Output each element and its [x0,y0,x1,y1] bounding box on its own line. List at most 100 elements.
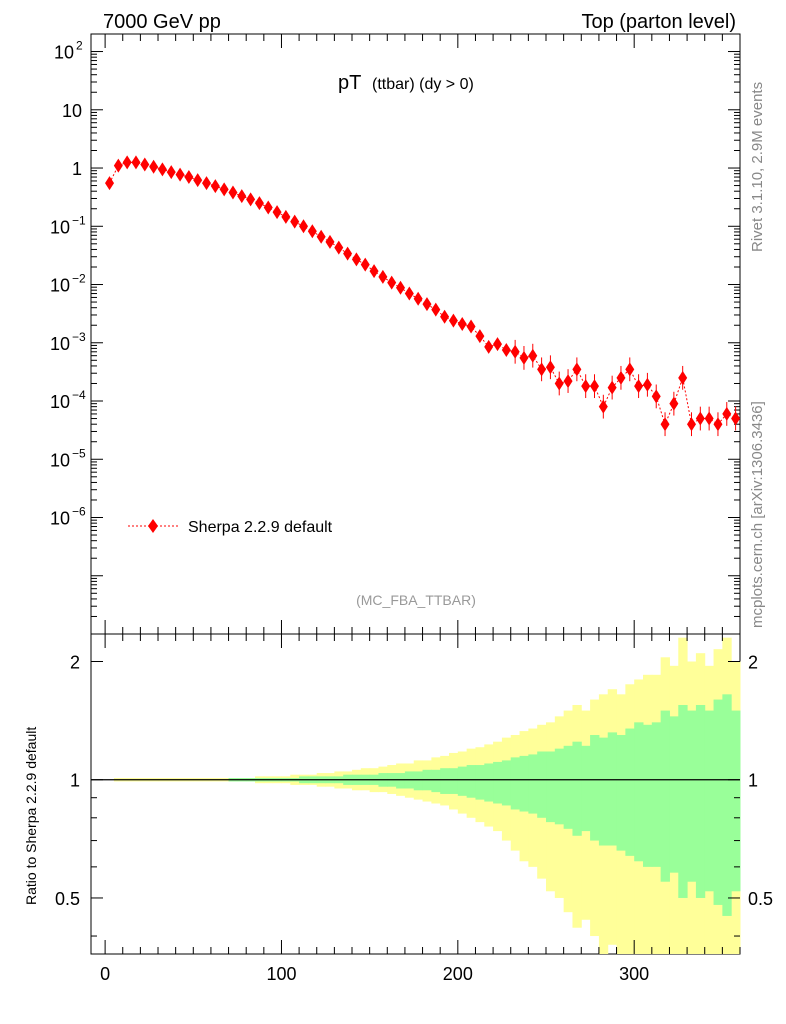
inner-band-bin [457,766,468,796]
inner-band-bin [510,757,521,810]
data-point [581,379,591,394]
header-left: 7000 GeV pp [103,11,221,33]
data-point [642,377,652,392]
data-point [378,269,388,284]
inner-band-bin [731,710,741,892]
data-point [598,399,608,414]
legend-label: Sherpa 2.2.9 default [188,519,333,536]
x-tick-label: 100 [266,964,296,984]
ratio-axes: 0.5 0.5 1 1 2 2 0 100 200 300 [55,634,773,984]
data-point [554,376,564,391]
inner-band-bin [581,745,591,832]
ratio-y-tick-label-right: 0.5 [748,889,773,909]
inner-band-bin [501,760,512,806]
data-point [166,165,176,180]
inner-band-bin [669,716,679,873]
data-point [157,162,167,177]
data-point [669,396,679,411]
inner-band-bin [687,710,697,882]
inner-band-bin [431,769,441,793]
data-point [202,176,212,191]
x-tick-label: 300 [619,964,649,984]
data-point [140,157,150,172]
y-tick-exponent: −4 [72,388,86,402]
inner-band-bin [413,771,424,791]
y-tick-label: 10 [50,217,70,237]
data-point [219,182,229,197]
ratio-y-tick-label-left: 1 [70,771,80,791]
data-point [105,176,115,191]
data-point [413,291,423,306]
data-point [360,257,370,272]
y-tick-exponent: −2 [72,272,86,286]
plot-title-main: pT [338,72,361,94]
inner-band-bin [572,741,582,836]
data-point [299,219,309,234]
main-plot-frame [90,33,741,635]
data-point [307,224,317,239]
data-point [122,155,132,170]
data-point [695,411,705,426]
data-point [113,158,123,173]
ratio-ylabel: Ratio to Sherpa 2.2.9 default [23,727,39,905]
data-point [651,389,661,404]
inner-band-bin [493,761,503,804]
data-point [731,411,741,426]
data-point [590,379,600,394]
data-point [466,319,476,334]
data-point [625,362,635,377]
data-point [704,411,714,426]
inner-band-bin [616,734,626,851]
y-tick-exponent: −6 [72,505,86,519]
data-point [457,316,467,331]
data-point [131,155,141,170]
inner-band-bin [625,728,635,856]
inner-band-bin [713,699,723,905]
inner-band-bin [607,732,618,846]
y-tick-label: 10 [50,334,70,354]
data-point [528,348,538,363]
data-point [351,252,361,267]
inner-band-bin [519,755,529,812]
legend-marker [148,519,158,533]
data-point [210,179,220,194]
data-point [484,339,494,354]
ratio-bands [91,637,741,954]
data-point [422,297,432,312]
data-point [272,205,282,220]
data-point [713,417,723,432]
data-point [537,362,547,377]
inner-band-bin [563,745,573,829]
data-point [193,173,203,188]
data-point [228,185,238,200]
inner-band-bin [722,694,732,916]
y-tick-label: 10 [50,276,70,296]
data-point [254,196,264,211]
data-point [660,417,670,432]
data-point [607,380,617,395]
data-point [678,370,688,385]
data-point [184,170,194,185]
data-point [387,275,397,290]
inner-band-bin [440,768,450,794]
data-point [246,192,256,207]
inner-band-bin [660,710,670,882]
inner-band-bin [537,751,547,818]
data-point [404,286,414,301]
data-point [175,167,185,182]
inner-band-bin [466,765,476,798]
inner-band-bin [554,748,565,825]
data-point [501,343,511,358]
ratio-y-tick-label-right: 2 [748,653,758,673]
data-point [634,379,644,394]
inner-band-bin [643,724,653,867]
data-point [563,374,573,389]
header-right: Top (parton level) [581,11,736,33]
inner-band-bin [598,737,609,846]
analysis-label: (MC_FBA_TTBAR) [356,592,476,608]
main-data-series [105,155,741,437]
inner-band-bin [651,722,662,867]
y-tick-exponent: −3 [72,330,86,344]
data-point [722,406,732,421]
